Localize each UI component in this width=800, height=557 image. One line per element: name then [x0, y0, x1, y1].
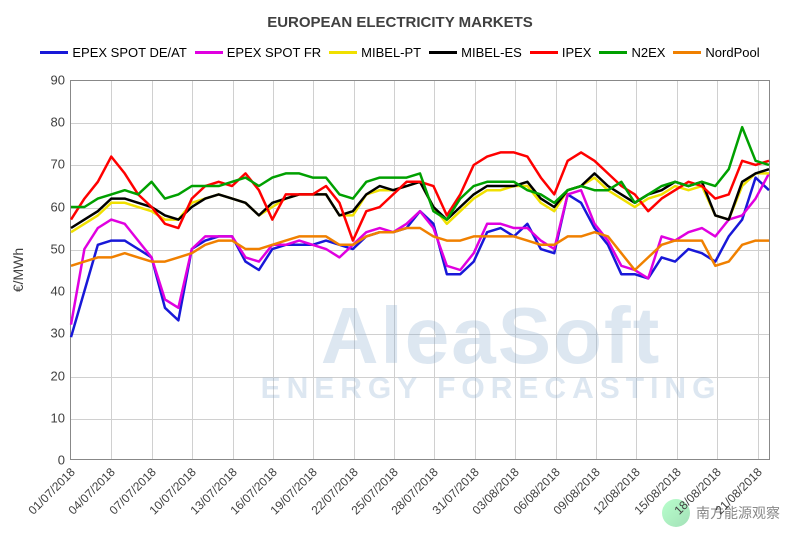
series-line: [71, 228, 769, 270]
legend-item: EPEX SPOT FR: [195, 45, 321, 60]
plot-area: AleaSoft ENERGY FORECASTING: [70, 80, 770, 460]
legend-item: IPEX: [530, 45, 592, 60]
legend-swatch: [599, 51, 627, 54]
legend-item: MIBEL-PT: [329, 45, 421, 60]
legend-item: MIBEL-ES: [429, 45, 522, 60]
legend-item: EPEX SPOT DE/AT: [40, 45, 186, 60]
chart-title: EUROPEAN ELECTRICITY MARKETS: [0, 14, 800, 31]
legend-item: NordPool: [673, 45, 759, 60]
legend-label: NordPool: [705, 45, 759, 60]
corner-text: 南方能源观察: [696, 503, 780, 523]
legend-label: MIBEL-ES: [461, 45, 522, 60]
legend-swatch: [40, 51, 68, 54]
legend: EPEX SPOT DE/AT EPEX SPOT FR MIBEL-PT MIBEL…: [0, 42, 800, 60]
legend-label: MIBEL-PT: [361, 45, 421, 60]
y-tick-label: 90: [35, 73, 65, 88]
legend-label: IPEX: [562, 45, 592, 60]
legend-label: EPEX SPOT DE/AT: [72, 45, 186, 60]
series-line: [71, 127, 769, 219]
y-tick-label: 50: [35, 241, 65, 256]
y-tick-label: 0: [35, 453, 65, 468]
y-axis-label: €/MWh: [10, 248, 26, 292]
y-tick-label: 20: [35, 368, 65, 383]
legend-swatch: [429, 51, 457, 54]
legend-swatch: [530, 51, 558, 54]
chart-lines: [71, 81, 769, 459]
y-tick-label: 10: [35, 410, 65, 425]
legend-swatch: [673, 51, 701, 54]
y-tick-label: 40: [35, 284, 65, 299]
y-tick-label: 30: [35, 326, 65, 341]
legend-swatch: [329, 51, 357, 54]
y-tick-label: 70: [35, 157, 65, 172]
legend-label: N2EX: [631, 45, 665, 60]
legend-item: N2EX: [599, 45, 665, 60]
legend-label: EPEX SPOT FR: [227, 45, 321, 60]
y-tick-label: 80: [35, 115, 65, 130]
legend-swatch: [195, 51, 223, 54]
y-tick-label: 60: [35, 199, 65, 214]
series-line: [71, 169, 769, 228]
